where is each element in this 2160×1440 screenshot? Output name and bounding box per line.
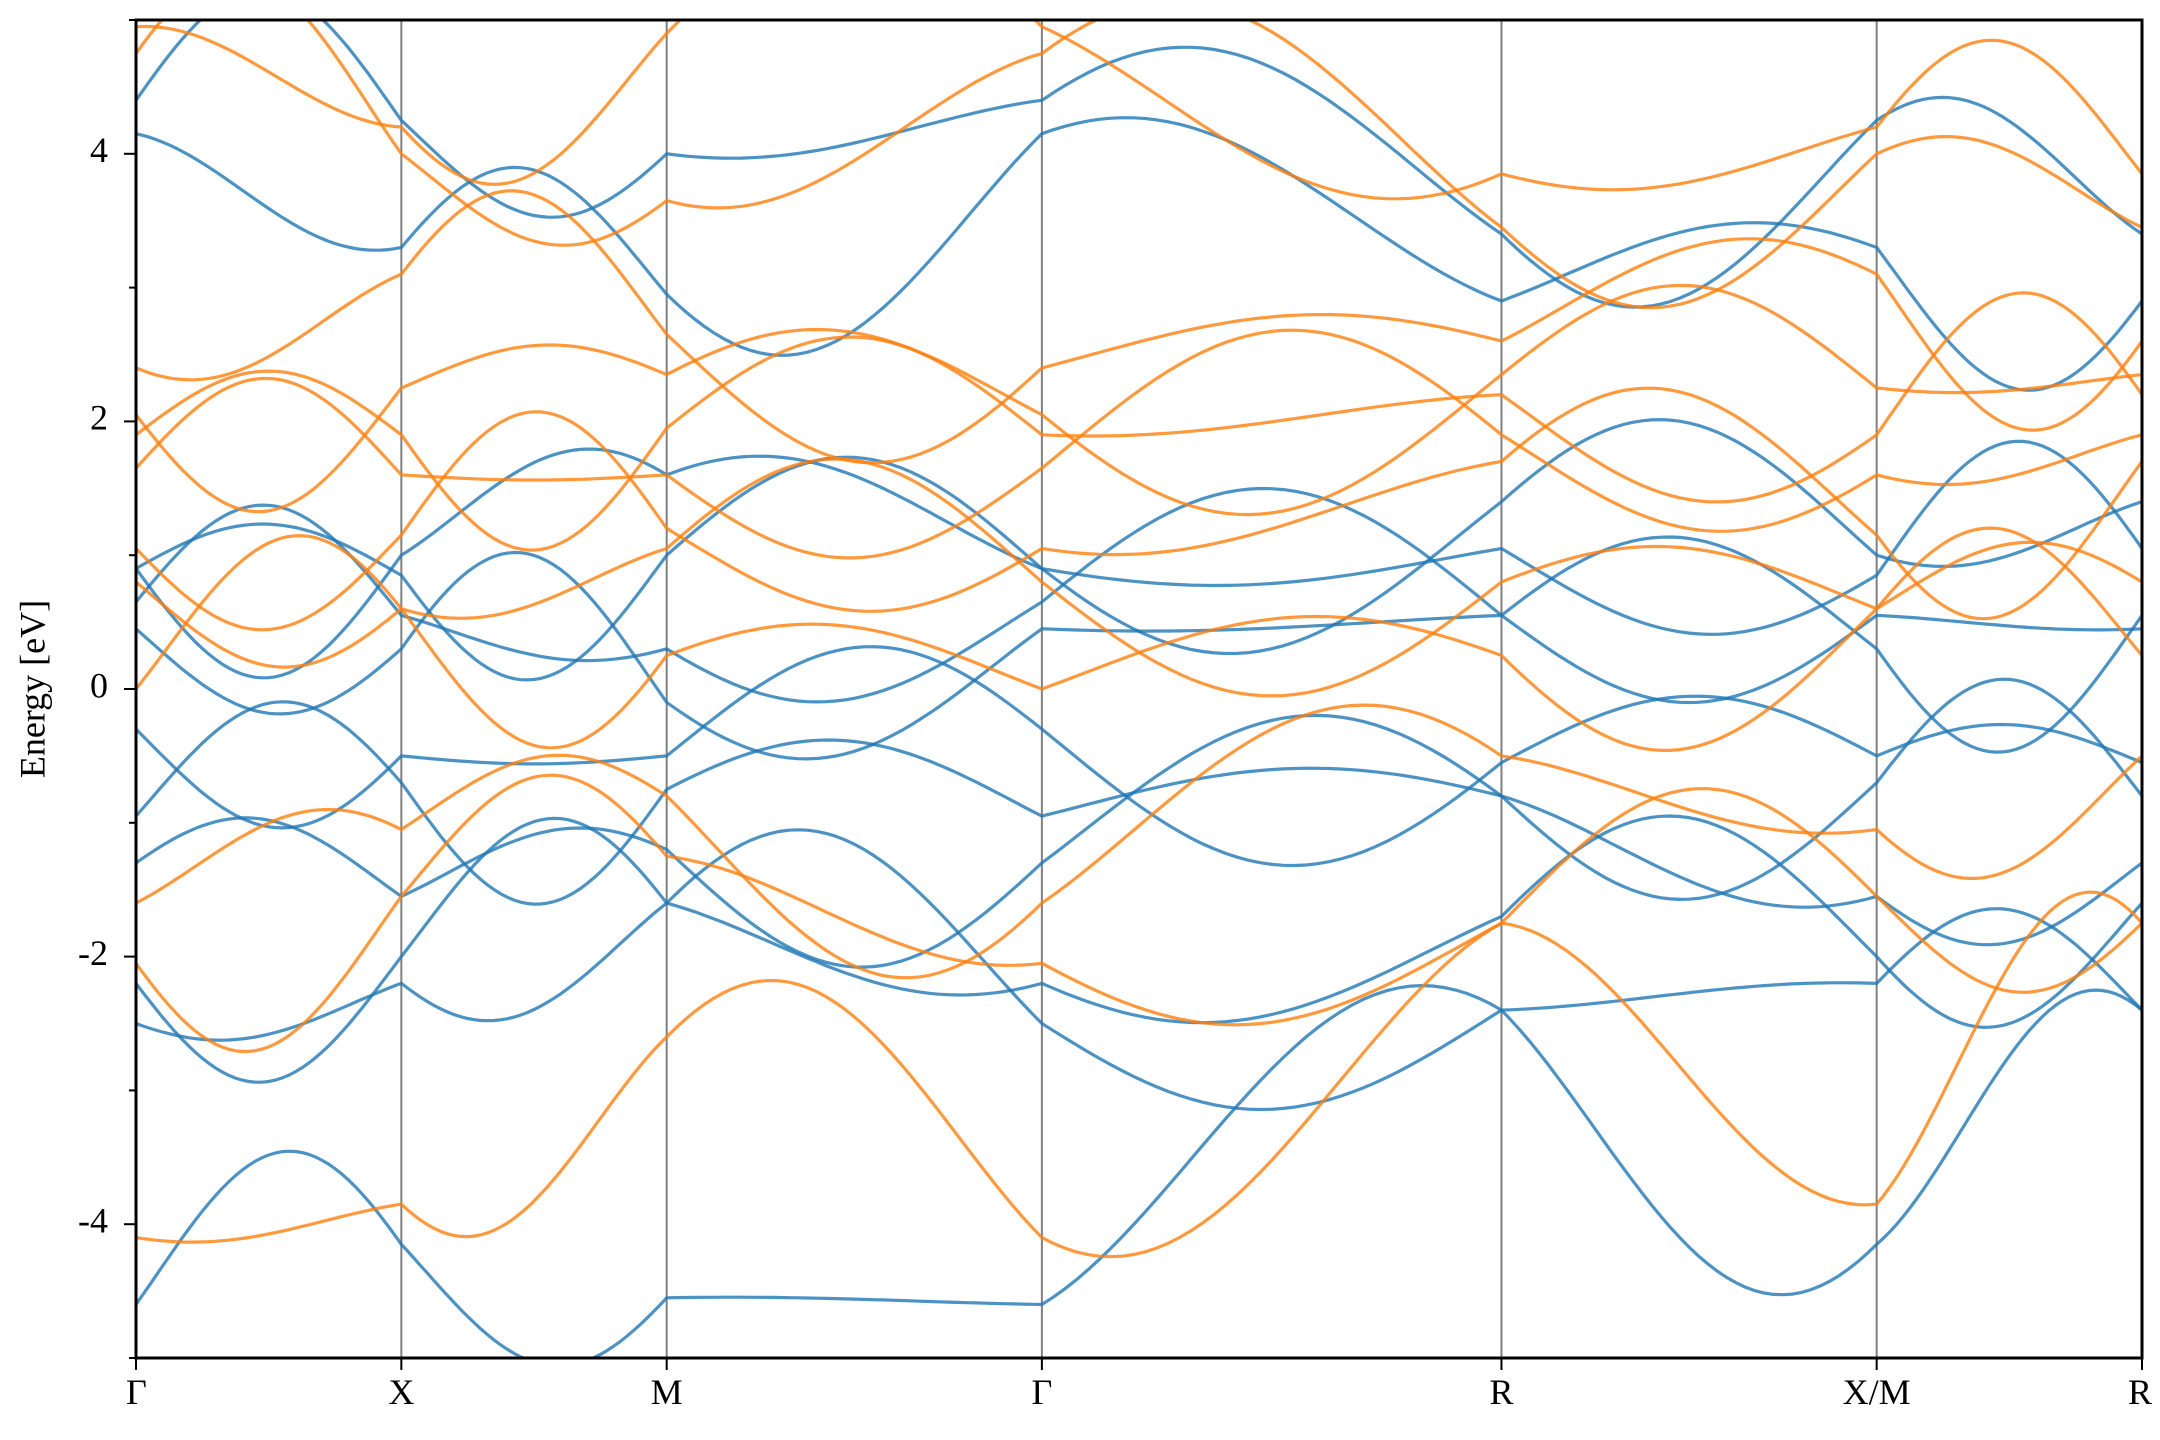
- band-line-blue: [136, 417, 2142, 680]
- band-lines: [136, 20, 2142, 1358]
- band-line-orange: [136, 20, 2142, 201]
- band-line-orange: [136, 283, 2142, 517]
- y-tick-label: 0: [90, 665, 108, 705]
- band-line-blue: [136, 535, 2142, 761]
- band-line-blue: [136, 645, 2142, 868]
- band-line-orange: [136, 890, 2142, 1259]
- band-line-orange: [136, 328, 2142, 560]
- band-line-blue: [136, 814, 2142, 1084]
- y-tick-label: -4: [78, 1200, 108, 1240]
- band-line-orange: [136, 291, 2142, 552]
- band-line-orange: [136, 457, 2142, 698]
- x-tick-label: Γ: [126, 1372, 147, 1412]
- y-tick-label: 4: [90, 130, 108, 170]
- plot-frame: [134, 18, 2144, 1360]
- x-tick-label: M: [651, 1372, 683, 1412]
- x-axis-ticks: Γ X M Γ R X/M R: [126, 1358, 2152, 1412]
- y-tick-label: 2: [90, 398, 108, 438]
- x-tick-label: X/M: [1843, 1372, 1911, 1412]
- x-tick-label: R: [1489, 1372, 1513, 1412]
- band-line-blue: [136, 486, 2142, 705]
- x-tick-label: R: [2128, 1372, 2152, 1412]
- x-tick-label: Γ: [1031, 1372, 1052, 1412]
- band-line-blue: [136, 677, 2142, 906]
- y-axis-ticks: -4 -2 0 2 4: [78, 19, 136, 1359]
- band-line-orange: [136, 20, 2142, 310]
- x-tick-label: X: [388, 1372, 414, 1412]
- y-axis-label: Energy [eV]: [12, 600, 52, 778]
- band-line-orange: [136, 773, 2142, 1054]
- band-line-blue: [136, 983, 2142, 1358]
- band-line-orange: [136, 189, 2142, 465]
- band-line-orange: [136, 386, 2142, 632]
- band-line-orange: [136, 703, 2142, 980]
- band-line-blue: [136, 116, 2142, 392]
- band-line-blue: [136, 20, 2142, 309]
- band-line-blue: [136, 713, 2142, 969]
- band-line-blue: [136, 828, 2142, 1112]
- high-symmetry-lines: [400, 20, 1878, 1358]
- y-tick-label: -2: [78, 933, 108, 973]
